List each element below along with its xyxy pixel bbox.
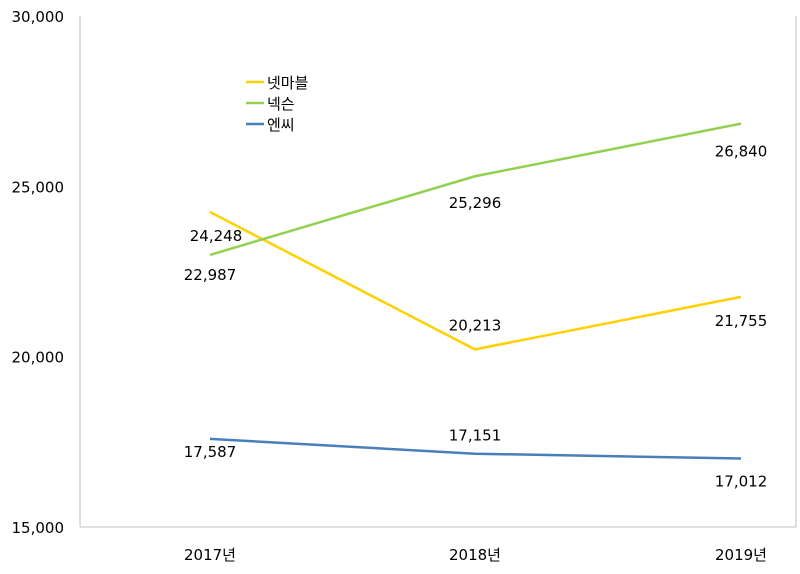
legend-label: 엔씨 bbox=[267, 116, 295, 134]
data-label: 17,012 bbox=[715, 472, 768, 490]
data-label: 17,587 bbox=[184, 443, 237, 461]
x-tick-label: 2018년 bbox=[449, 546, 501, 564]
series-line-2 bbox=[209, 122, 742, 257]
data-label: 21,755 bbox=[715, 312, 768, 330]
data-label: 22,987 bbox=[184, 266, 237, 284]
data-label: 24,248 bbox=[190, 227, 243, 245]
y-tick-label: 20,000 bbox=[12, 349, 65, 367]
data-label: 20,213 bbox=[449, 316, 502, 334]
legend-label: 넷마블 bbox=[267, 74, 308, 92]
data-label: 26,840 bbox=[715, 143, 768, 161]
y-tick-label: 30,000 bbox=[12, 8, 65, 26]
series-line-3 bbox=[209, 437, 742, 460]
x-tick-label: 2019년 bbox=[715, 546, 767, 564]
y-tick-label: 15,000 bbox=[12, 519, 65, 537]
data-label: 17,151 bbox=[449, 427, 502, 445]
series-line-1 bbox=[209, 210, 742, 351]
legend-label: 넥슨 bbox=[267, 95, 295, 113]
data-label: 25,296 bbox=[449, 194, 502, 212]
x-tick-label: 2017년 bbox=[184, 546, 236, 564]
y-tick-label: 25,000 bbox=[12, 178, 65, 196]
